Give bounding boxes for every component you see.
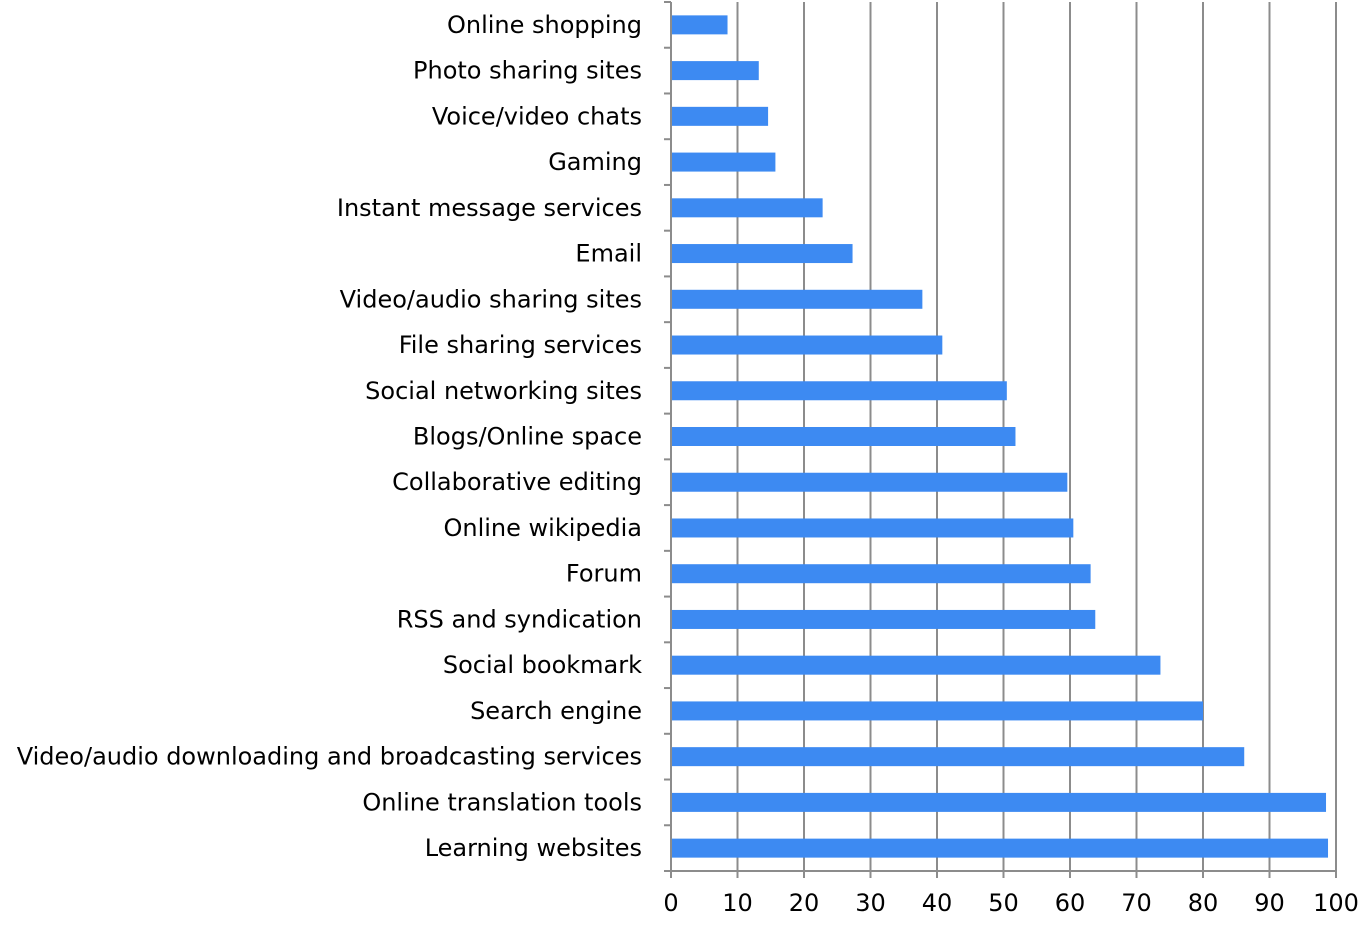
x-tick-label-100: 100	[1313, 889, 1358, 917]
category-label-18: Learning websites	[425, 834, 642, 862]
category-label-3: Gaming	[548, 148, 642, 176]
tick-labels: 0 10 20 30 40 50 60 70 80 90 100	[663, 889, 1358, 917]
bar-2	[671, 106, 769, 126]
bar-14	[671, 655, 1161, 675]
x-tick-label-70: 70	[1121, 889, 1152, 917]
x-tick-label-10: 10	[722, 889, 753, 917]
category-label-7: File sharing services	[399, 331, 642, 359]
bar-4	[671, 198, 823, 218]
bar-11	[671, 518, 1074, 538]
category-label-14: Social bookmark	[443, 651, 642, 679]
category-label-8: Social networking sites	[365, 377, 642, 405]
category-label-13: RSS and syndication	[397, 605, 642, 633]
bar-10	[671, 472, 1068, 492]
bars	[671, 15, 1329, 858]
category-label-17: Online translation tools	[362, 788, 642, 816]
bar-6	[671, 289, 923, 309]
bar-17	[671, 792, 1327, 812]
category-label-1: Photo sharing sites	[413, 57, 642, 85]
x-tick-label-40: 40	[922, 889, 953, 917]
category-label-5: Email	[575, 240, 642, 268]
category-label-15: Search engine	[470, 697, 642, 725]
category-label-0: Online shopping	[447, 11, 642, 39]
category-label-12: Forum	[566, 560, 642, 588]
category-label-10: Collaborative editing	[392, 468, 642, 496]
bar-9	[671, 427, 1016, 446]
x-tick-label-90: 90	[1254, 889, 1285, 917]
bar-13	[671, 609, 1096, 629]
category-label-9: Blogs/Online space	[413, 423, 642, 451]
category-label-16: Video/audio downloading and broadcasting…	[17, 743, 642, 771]
axes	[664, 1, 1337, 878]
category-label-2: Voice/video chats	[432, 102, 642, 130]
x-tick-label-0: 0	[663, 889, 678, 917]
bar-1	[671, 61, 759, 81]
category-label-4: Instant message services	[337, 194, 642, 222]
bar-16	[671, 747, 1245, 767]
x-tick-label-50: 50	[988, 889, 1019, 917]
bar-5	[671, 244, 853, 264]
x-tick-label-20: 20	[789, 889, 820, 917]
category-label-11: Online wikipedia	[443, 514, 642, 542]
x-tick-label-30: 30	[855, 889, 886, 917]
bar-12	[671, 564, 1091, 584]
x-tick-label-60: 60	[1055, 889, 1086, 917]
bar-8	[671, 381, 1007, 401]
bar-3	[671, 152, 776, 172]
bar-7	[671, 335, 943, 355]
category-labels: Online shopping Photo sharing sites Voice/…	[17, 11, 642, 862]
bar-15	[671, 701, 1203, 721]
category-label-6: Video/audio sharing sites	[340, 285, 642, 313]
bar-18	[671, 838, 1329, 858]
x-tick-label-80: 80	[1188, 889, 1219, 917]
bar-0	[671, 15, 728, 35]
